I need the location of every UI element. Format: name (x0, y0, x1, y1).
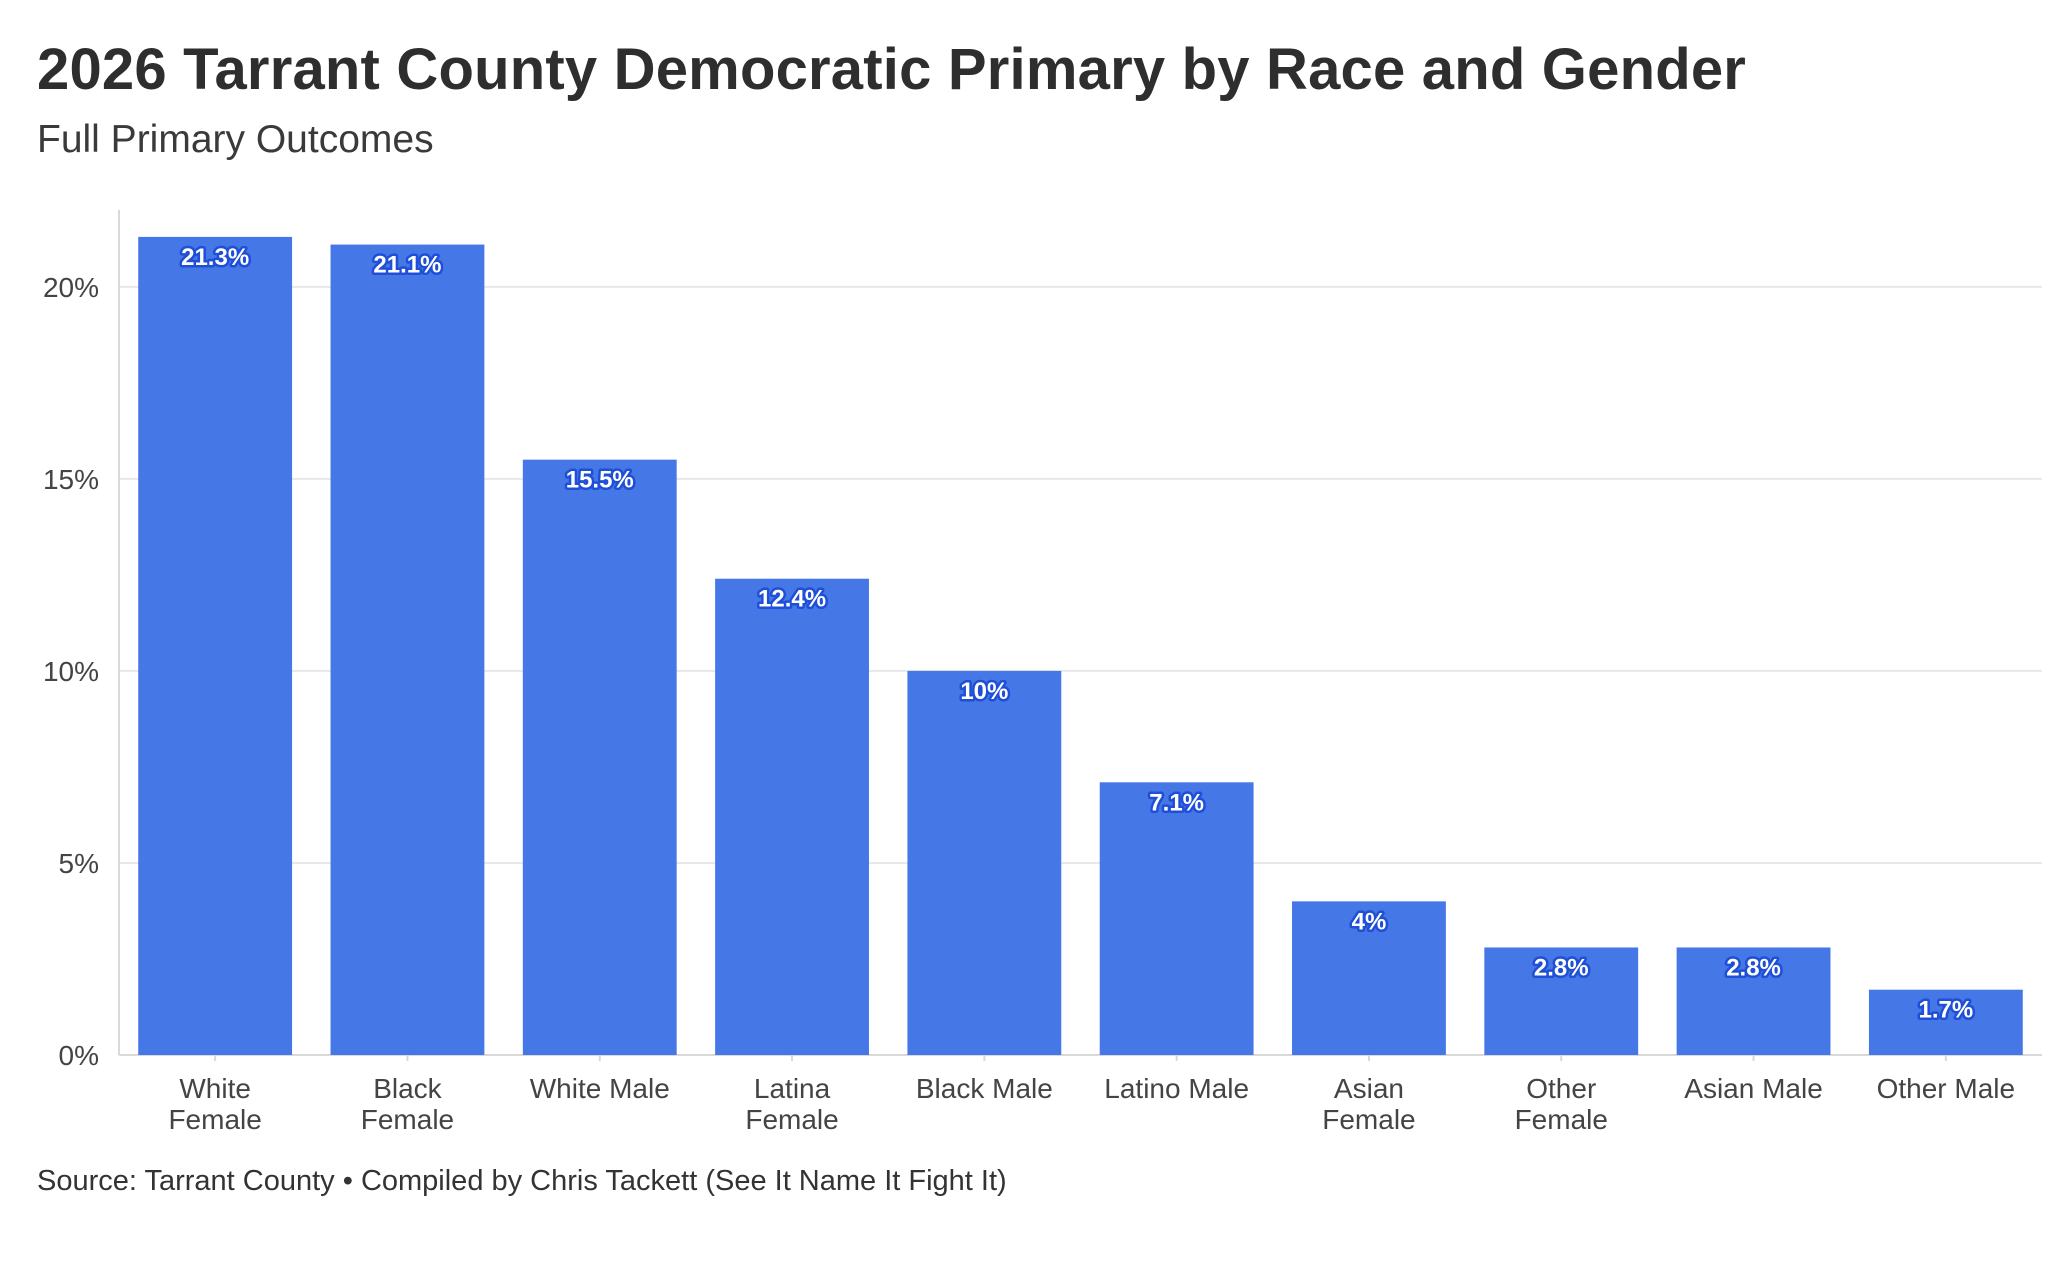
data-label: 15.5% (566, 467, 634, 494)
bar (1292, 901, 1446, 1055)
x-tick-label: Other Male (1877, 1073, 2016, 1104)
chart-subtitle: Full Primary Outcomes (37, 118, 434, 161)
x-tick-label-line: White (179, 1073, 251, 1104)
bars (138, 236, 2023, 1056)
x-tick-label: Other Female (1515, 1073, 1608, 1135)
x-tick-label-line: Asian Male (1684, 1073, 1823, 1104)
bar (522, 459, 677, 1056)
data-label: 7.1% (1149, 789, 1204, 816)
x-tick-label-line: Female (168, 1104, 261, 1135)
x-tick-label: Latino Male (1104, 1073, 1249, 1104)
y-tick-label: 15% (43, 464, 99, 495)
x-tick-label-line: Latino Male (1104, 1073, 1249, 1104)
x-tick-label: Latina Female (745, 1073, 838, 1135)
data-label: 21.3% (181, 244, 249, 271)
bar (715, 578, 869, 1055)
data-label: 10% (960, 678, 1008, 705)
data-label: 2.8% (1726, 954, 1781, 981)
data-label: 12.4% (758, 586, 826, 613)
x-tick-label: Black Male (916, 1073, 1053, 1104)
x-tick-label-line: Female (1515, 1104, 1608, 1135)
x-tick-label-line: Female (1322, 1104, 1415, 1135)
x-tick-label-line: Female (745, 1104, 838, 1135)
data-label: 21.1% (373, 252, 441, 279)
x-tick-label-line: Female (361, 1104, 454, 1135)
data-label: 4% (1352, 908, 1387, 935)
x-tick-label-line: Black (373, 1073, 442, 1104)
bar (1099, 782, 1254, 1055)
y-tick-label: 5% (59, 848, 99, 879)
bar (138, 236, 293, 1056)
chart-title: 2026 Tarrant County Democratic Primary b… (37, 37, 1747, 102)
bar (1676, 947, 1831, 1055)
bar (1484, 947, 1639, 1055)
y-tick-label: 0% (59, 1040, 99, 1071)
x-tick-label: Asian Female (1322, 1073, 1415, 1135)
bar (330, 244, 485, 1055)
data-label: 1.7% (1918, 997, 1973, 1024)
bar (907, 670, 1062, 1055)
y-tick-label: 10% (43, 656, 99, 687)
x-tick-label-line: Other Male (1877, 1073, 2016, 1104)
x-tick-label: Asian Male (1684, 1073, 1823, 1104)
x-tick-label: Black Female (361, 1073, 454, 1135)
value-labels: 21.3% 21.1% 15.5% 12.4% 10% 7.1% 4% 2.8% 2.8% 1.7… (179, 241, 1976, 1026)
x-tick-label-line: Other (1526, 1073, 1596, 1104)
bar (1868, 989, 2023, 1055)
y-tick-label: 20% (43, 272, 99, 303)
source-note: Source: Tarrant County • Compiled by Chr… (37, 1165, 1007, 1197)
x-tick-label-line: Asian (1334, 1073, 1404, 1104)
x-tick-label: White Female (168, 1073, 261, 1135)
x-tick-label-line: Latina (754, 1073, 831, 1104)
data-label: 2.8% (1534, 954, 1589, 981)
x-tick-label: White Male (530, 1073, 670, 1104)
x-tick-label-line: White Male (530, 1073, 670, 1104)
x-tick-label-line: Black Male (916, 1073, 1053, 1104)
